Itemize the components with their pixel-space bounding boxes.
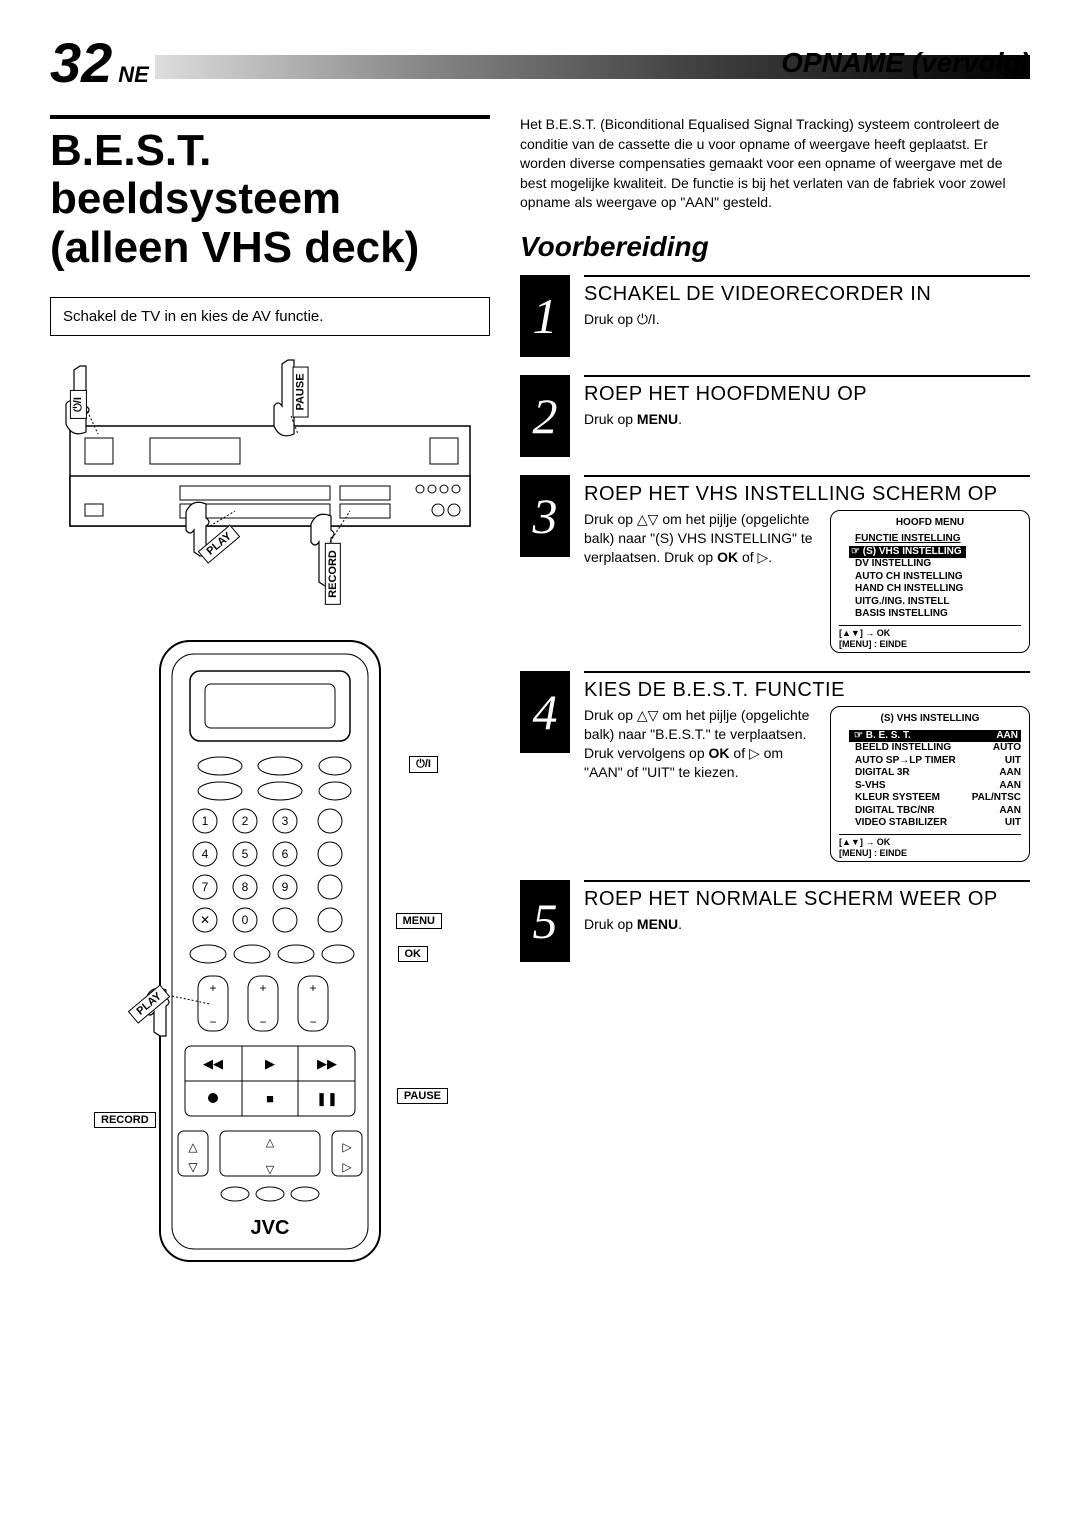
step-text: Druk op MENU. bbox=[584, 410, 1030, 429]
svg-text:▶: ▶ bbox=[265, 1056, 275, 1071]
step-title: ROEP HET HOOFDMENU OP bbox=[584, 383, 1030, 406]
svg-text:4: 4 bbox=[202, 847, 209, 861]
menu-row: DIGITAL 3RAAN bbox=[839, 767, 1021, 780]
menu-rows: ☞ B. E. S. T.AANBEELD INSTELLINGAUTOAUTO… bbox=[839, 730, 1021, 830]
right-column: Het B.E.S.T. (Biconditional Equalised Si… bbox=[520, 115, 1030, 1276]
svg-text:△: △ bbox=[188, 1140, 198, 1154]
svg-text:△: △ bbox=[266, 1137, 275, 1149]
step-text: Druk op ⏻/I. bbox=[584, 310, 1030, 329]
menu-title: (S) VHS INSTELLING bbox=[839, 713, 1021, 726]
vhs-instelling-box: (S) VHS INSTELLING ☞ B. E. S. T.AANBEELD… bbox=[830, 706, 1030, 862]
svg-text:▷: ▷ bbox=[342, 1160, 352, 1174]
svg-text:1: 1 bbox=[202, 814, 209, 828]
menu-item: FUNCTIE INSTELLING bbox=[839, 533, 1021, 546]
svg-text:−: − bbox=[209, 1015, 216, 1029]
menu-item: ☞ (S) VHS INSTELLING bbox=[849, 546, 966, 559]
svg-text:0: 0 bbox=[242, 913, 249, 927]
menu-row: BEELD INSTELLINGAUTO bbox=[839, 742, 1021, 755]
remote-record-label: RECORD bbox=[94, 1112, 156, 1128]
remote-diagram: 1 2 3 4 5 6 7 8 9 ✕ 0 bbox=[120, 636, 420, 1276]
step-number: 2 bbox=[520, 375, 570, 457]
record-label: RECORD bbox=[325, 543, 341, 605]
vcr-diagram: PAUSE ⏻/I PLAY RECORD bbox=[50, 356, 490, 616]
svg-text:❚❚: ❚❚ bbox=[316, 1091, 338, 1107]
svg-text:3: 3 bbox=[282, 814, 289, 828]
svg-text:9: 9 bbox=[282, 880, 289, 894]
page-suffix: NE bbox=[118, 62, 149, 88]
svg-text:8: 8 bbox=[242, 880, 249, 894]
step-3: 3 ROEP HET VHS INSTELLING SCHERM OP Druk… bbox=[520, 475, 1030, 654]
menu-item: AUTO CH INSTELLING bbox=[839, 571, 1021, 584]
menu-row: VIDEO STABILIZERUIT bbox=[839, 817, 1021, 830]
step-title: KIES DE B.E.S.T. FUNCTIE bbox=[584, 679, 1030, 702]
svg-text:▽: ▽ bbox=[188, 1160, 198, 1174]
svg-text:+: + bbox=[209, 981, 216, 995]
menu-item: DV INSTELLING bbox=[839, 558, 1021, 571]
step-4: 4 KIES DE B.E.S.T. FUNCTIE Druk op △▽ om… bbox=[520, 671, 1030, 862]
svg-text:2: 2 bbox=[242, 814, 249, 828]
menu-row: AUTO SP→LP TIMERUIT bbox=[839, 755, 1021, 768]
title-rule bbox=[50, 115, 490, 119]
step-title: SCHAKEL DE VIDEORECORDER IN bbox=[584, 283, 1030, 306]
menu-row: ☞ B. E. S. T.AAN bbox=[849, 730, 1021, 743]
page-number-value: 32 bbox=[50, 30, 112, 95]
svg-text:▶▶: ▶▶ bbox=[317, 1056, 337, 1071]
step-5: 5 ROEP HET NORMALE SCHERM WEER OP Druk o… bbox=[520, 880, 1030, 962]
menu-row: DIGITAL TBC/NRAAN bbox=[839, 805, 1021, 818]
svg-text:✕: ✕ bbox=[200, 913, 210, 927]
step-text: Druk op △▽ om het pijlje (opgelichte bal… bbox=[584, 510, 818, 654]
page-number: 32 NE bbox=[50, 30, 149, 95]
menu-row: S-VHSAAN bbox=[839, 780, 1021, 793]
svg-text:5: 5 bbox=[242, 847, 249, 861]
step-text: Druk op MENU. bbox=[584, 915, 1030, 934]
step-1: 1 SCHAKEL DE VIDEORECORDER IN Druk op ⏻/… bbox=[520, 275, 1030, 357]
step-title: ROEP HET NORMALE SCHERM WEER OP bbox=[584, 888, 1030, 911]
svg-text:−: − bbox=[259, 1015, 266, 1029]
power-label: ⏻/I bbox=[70, 390, 87, 419]
step-number: 3 bbox=[520, 475, 570, 557]
step-number: 5 bbox=[520, 880, 570, 962]
menu-item: HAND CH INSTELLING bbox=[839, 583, 1021, 596]
svg-text:7: 7 bbox=[202, 880, 209, 894]
tv-note: Schakel de TV in en kies de AV functie. bbox=[50, 297, 490, 336]
svg-text:▷: ▷ bbox=[342, 1140, 352, 1154]
step-2: 2 ROEP HET HOOFDMENU OP Druk op MENU. bbox=[520, 375, 1030, 457]
menu-title: HOOFD MENU bbox=[839, 517, 1021, 530]
step-number: 1 bbox=[520, 275, 570, 357]
menu-footer: [▲▼] → OK [MENU] : EINDE bbox=[839, 834, 1021, 860]
menu-item: BASIS INSTELLING bbox=[839, 608, 1021, 621]
menu-footer: [▲▼] → OK [MENU] : EINDE bbox=[839, 625, 1021, 651]
remote-menu-label: MENU bbox=[396, 913, 442, 929]
main-title: B.E.S.T. beeldsysteem (alleen VHS deck) bbox=[50, 127, 490, 272]
step-title: ROEP HET VHS INSTELLING SCHERM OP bbox=[584, 483, 1030, 506]
svg-text:JVC: JVC bbox=[251, 1217, 290, 1239]
svg-text:−: − bbox=[309, 1015, 316, 1029]
intro-text: Het B.E.S.T. (Biconditional Equalised Si… bbox=[520, 115, 1030, 213]
svg-text:+: + bbox=[309, 981, 316, 995]
svg-text:+: + bbox=[259, 981, 266, 995]
hoofd-menu-box: HOOFD MENU FUNCTIE INSTELLING☞ (S) VHS I… bbox=[830, 510, 1030, 654]
section-title: OPNAME (vervolg) bbox=[781, 47, 1030, 79]
menu-row: KLEUR SYSTEEMPAL/NTSC bbox=[839, 792, 1021, 805]
svg-text:■: ■ bbox=[266, 1091, 274, 1106]
subheading: Voorbereiding bbox=[520, 231, 1030, 263]
remote-ok-label: OK bbox=[398, 946, 429, 962]
svg-text:6: 6 bbox=[282, 847, 289, 861]
step-number: 4 bbox=[520, 671, 570, 753]
left-column: B.E.S.T. beeldsysteem (alleen VHS deck) … bbox=[50, 115, 490, 1276]
menu-item: UITG./ING. INSTELL bbox=[839, 596, 1021, 609]
remote-pause-label: PAUSE bbox=[397, 1088, 448, 1104]
remote-power-label: ⏻/I bbox=[409, 756, 438, 773]
step-text: Druk op △▽ om het pijlje (opgelichte bal… bbox=[584, 706, 818, 862]
menu-items: FUNCTIE INSTELLING☞ (S) VHS INSTELLINGDV… bbox=[839, 533, 1021, 621]
page-header: 32 NE OPNAME (vervolg) bbox=[50, 30, 1030, 95]
svg-text:◀◀: ◀◀ bbox=[203, 1056, 223, 1071]
svg-text:▽: ▽ bbox=[266, 1164, 275, 1176]
pause-label: PAUSE bbox=[293, 367, 309, 418]
